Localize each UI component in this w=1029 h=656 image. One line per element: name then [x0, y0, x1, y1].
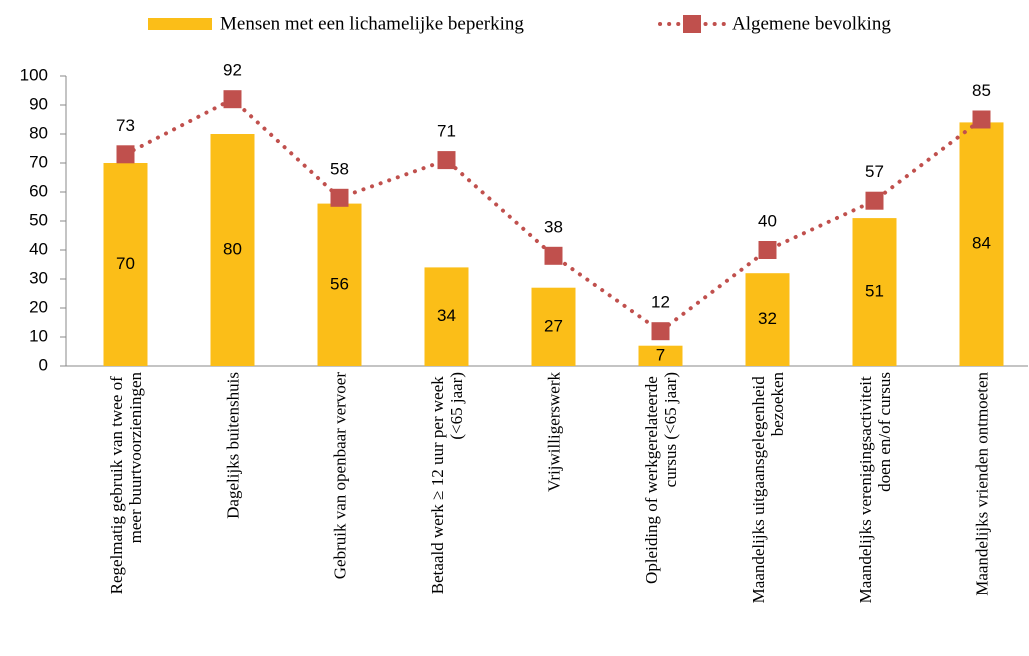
y-tick-label: 0 [39, 355, 48, 374]
x-tick-label: Vrijwilligerswerk [545, 372, 564, 492]
x-tick-label: Regelmatig gebruik van twee of meer buur… [107, 372, 145, 595]
line-value-label: 58 [330, 159, 349, 178]
x-tick-group: Vrijwilligerswerk [545, 372, 564, 492]
y-tick-label: 10 [29, 326, 48, 345]
y-tick-label: 20 [29, 297, 48, 316]
bar [424, 267, 469, 366]
marker [223, 90, 242, 109]
y-tick-label: 80 [29, 123, 48, 142]
line-value-label: 73 [116, 116, 135, 135]
y-tick-label: 50 [29, 210, 48, 229]
bar-value-label: 34 [437, 306, 456, 325]
legend-marker [683, 15, 701, 33]
x-tick-group: Dagelijks buitenshuis [224, 372, 243, 519]
x-tick-group: Betaald werk ≥ 12 uur per week (<65 jaar… [428, 372, 466, 594]
line-value-label: 12 [651, 293, 670, 312]
bar [103, 163, 148, 366]
x-tick-group: Maandelijks uitgaansgelegenheid bezoeken [749, 372, 787, 604]
bar-value-label: 70 [116, 254, 135, 273]
marker [651, 322, 670, 341]
x-tick-group: Regelmatig gebruik van twee of meer buur… [107, 372, 145, 595]
x-tick-label: Maandelijks uitgaansgelegenheid bezoeken [749, 372, 787, 604]
line-value-label: 57 [865, 162, 884, 181]
bar-value-label: 80 [223, 239, 242, 258]
legend-label: Mensen met een lichamelijke beperking [220, 13, 524, 34]
bar [531, 287, 576, 366]
marker [865, 191, 884, 210]
bar [210, 134, 255, 366]
legend-swatch [148, 18, 212, 30]
line-value-label: 38 [544, 217, 563, 236]
y-tick-label: 70 [29, 152, 48, 171]
bar-value-label: 56 [330, 274, 349, 293]
bar [638, 345, 683, 366]
x-tick-label: Gebruik van openbaar vervoer [331, 372, 350, 580]
bar [959, 122, 1004, 367]
x-tick-label: Opleiding of werkgerelateerde cursus (<6… [642, 372, 680, 584]
x-tick-label: Dagelijks buitenshuis [224, 372, 243, 519]
bar-value-label: 51 [865, 282, 884, 301]
marker [330, 188, 349, 207]
y-tick-label: 30 [29, 268, 48, 287]
x-tick-label: Betaald werk ≥ 12 uur per week (<65 jaar… [428, 372, 466, 594]
marker [972, 110, 991, 129]
bar-value-label: 7 [656, 345, 665, 364]
bar [852, 218, 897, 366]
y-tick-label: 100 [20, 65, 48, 84]
marker [116, 145, 135, 164]
y-tick-label: 90 [29, 94, 48, 113]
y-tick-label: 60 [29, 181, 48, 200]
marker [437, 151, 456, 170]
line-value-label: 85 [972, 81, 991, 100]
line-value-label: 71 [437, 122, 456, 141]
line-value-label: 92 [223, 61, 242, 80]
bar-value-label: 32 [758, 309, 777, 328]
x-tick-group: Maandelijks verenigingsactiviteit doen e… [856, 372, 894, 603]
x-tick-group: Gebruik van openbaar vervoer [331, 372, 350, 580]
marker [544, 246, 563, 265]
line-value-label: 40 [758, 211, 777, 230]
x-tick-group: Maandelijks vrienden ontmoeten [973, 372, 992, 596]
x-tick-group: Opleiding of werkgerelateerde cursus (<6… [642, 372, 680, 584]
bar [745, 273, 790, 366]
bar-value-label: 84 [972, 234, 991, 253]
bar-value-label: 27 [544, 316, 563, 335]
bar [317, 203, 362, 366]
legend-label: Algemene bevolking [732, 13, 891, 34]
x-tick-label: Maandelijks verenigingsactiviteit doen e… [856, 372, 894, 603]
x-tick-label: Maandelijks vrienden ontmoeten [973, 372, 992, 596]
y-tick-label: 40 [29, 239, 48, 258]
marker [758, 241, 777, 259]
